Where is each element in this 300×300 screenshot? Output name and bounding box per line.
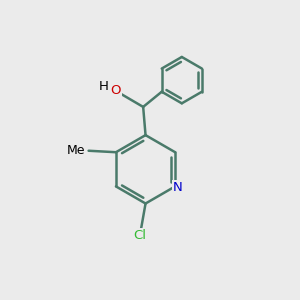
Text: N: N	[172, 182, 182, 194]
Text: Me: Me	[67, 144, 86, 157]
Text: Cl: Cl	[133, 229, 146, 242]
Text: H: H	[98, 80, 108, 93]
Text: O: O	[111, 84, 121, 97]
